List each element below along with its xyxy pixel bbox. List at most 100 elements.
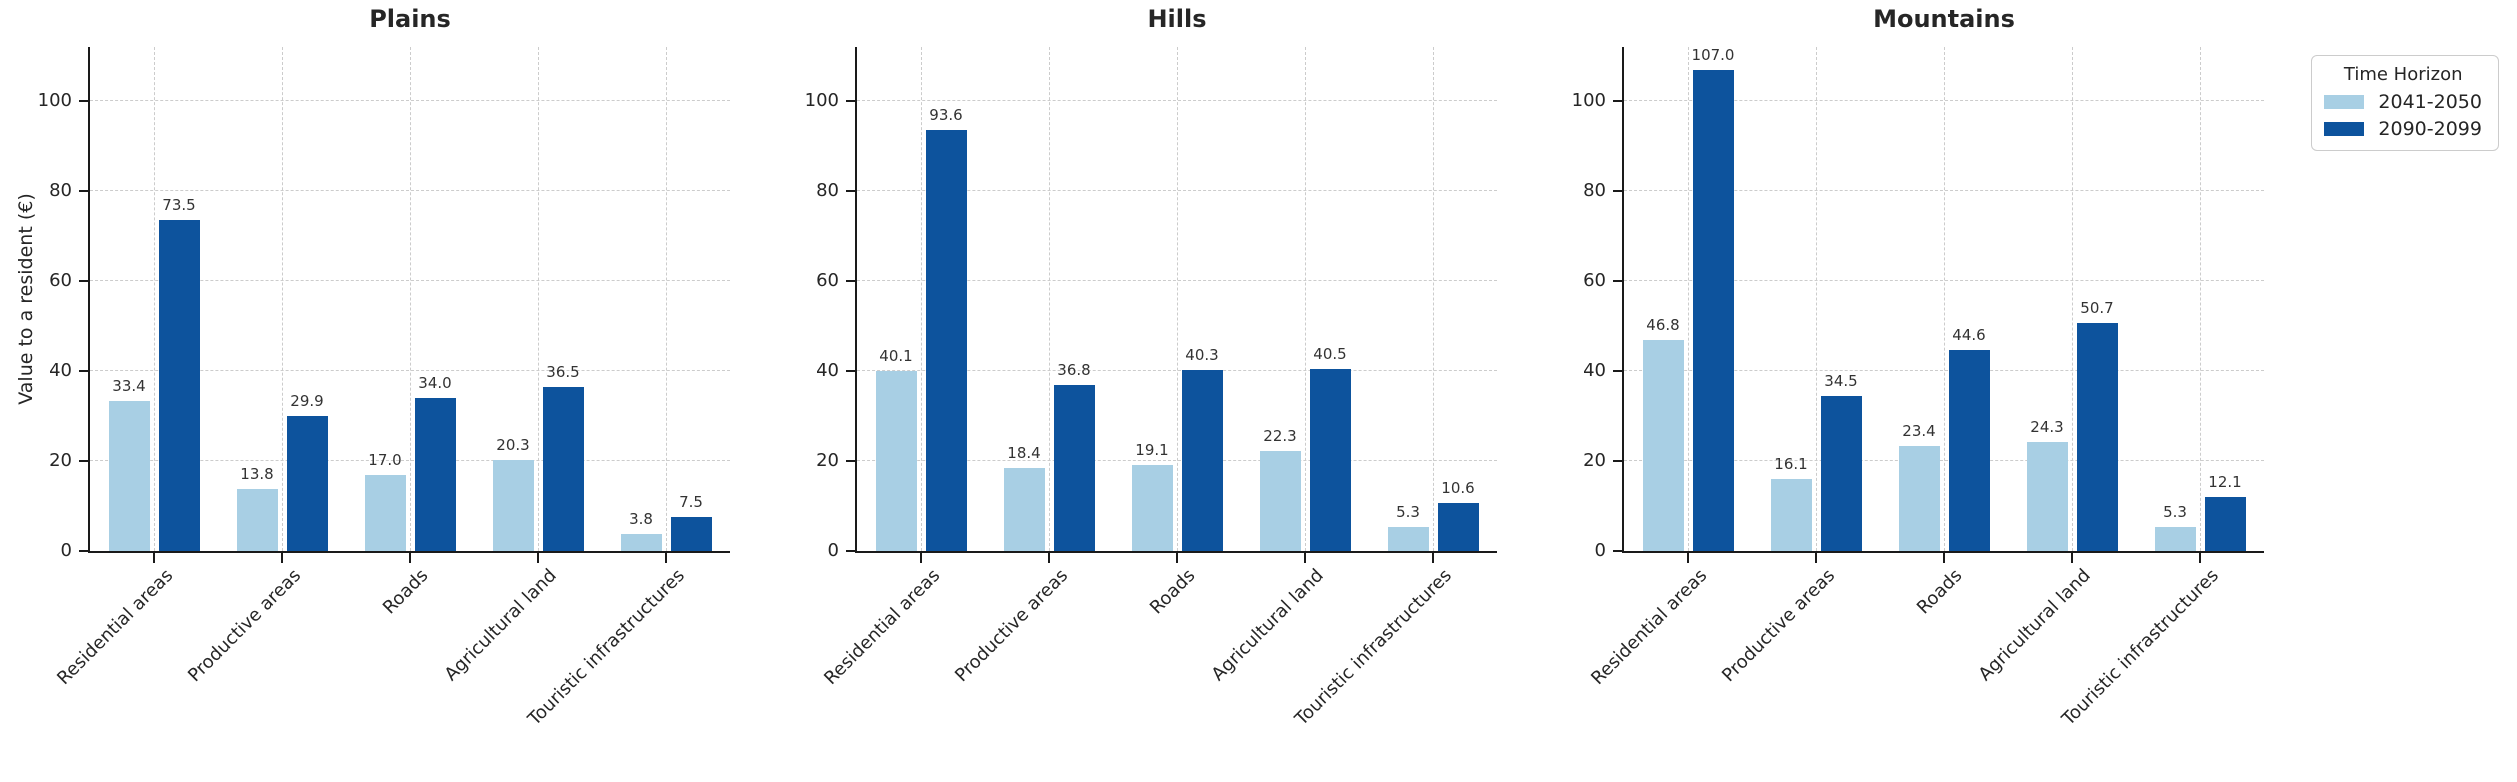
x-tick-label: Residential areas [819, 565, 944, 690]
y-tick-label: 20 [816, 450, 839, 471]
bar-value-label: 20.3 [496, 435, 530, 454]
bar-2041-2050 [1003, 468, 1045, 551]
bar-value-label: 5.3 [2163, 503, 2187, 522]
y-tick-mark [79, 460, 88, 462]
legend-title: Time Horizon [2343, 64, 2463, 85]
x-tick-mark [537, 553, 539, 563]
bar-2041-2050 [1898, 445, 1940, 551]
x-tick-label: Productive areas [1717, 565, 1839, 687]
subplot-title: Mountains [1873, 5, 2015, 33]
legend-swatch-light-icon [2324, 95, 2365, 109]
bar-2041-2050 [875, 370, 917, 551]
x-tick-mark [1176, 553, 1178, 563]
legend-entry-label: 2041-2050 [2378, 91, 2482, 113]
v-gridline [410, 47, 411, 551]
bar-value-label: 7.5 [679, 493, 703, 512]
v-gridline [2200, 47, 2201, 551]
y-tick-label: 40 [49, 360, 72, 381]
x-tick-mark [1048, 553, 1050, 563]
bar-2090-2099 [1948, 350, 1990, 551]
bar-2090-2099 [158, 220, 200, 551]
x-tick-mark [153, 553, 155, 563]
bar-value-label: 34.5 [1824, 371, 1858, 390]
bar-2041-2050 [2026, 441, 2068, 551]
bar-2041-2050 [620, 533, 662, 551]
bar-value-label: 34.0 [418, 374, 452, 392]
y-tick-label: 80 [816, 180, 839, 201]
y-tick-label: 100 [37, 90, 72, 111]
v-gridline [1688, 47, 1689, 551]
v-gridline [2072, 47, 2073, 551]
x-tick-label: Productive areas [183, 565, 305, 687]
bar-2090-2099 [286, 416, 328, 551]
bar-2090-2099 [670, 517, 712, 551]
subplot-hills: Hills 0 20 40 60 80 100 Residential areas 40.1 93… [805, 5, 1497, 730]
bar-value-label: 40.1 [879, 346, 913, 365]
x-tick-label: Agricultural land [1207, 565, 1328, 686]
x-tick-mark [920, 553, 922, 563]
x-tick-mark [1432, 553, 1434, 563]
subplot-mountains: Mountains 0 20 40 60 80 100 Residential areas 46… [1572, 5, 2264, 730]
y-tick-mark [846, 550, 855, 552]
bar-value-label: 93.6 [929, 105, 963, 124]
bar-value-label: 19.1 [1135, 441, 1169, 460]
bar-2090-2099 [2076, 322, 2118, 551]
legend-swatch-dark-icon [2324, 122, 2365, 136]
x-tick-mark [1687, 553, 1689, 563]
subplot-title: Plains [369, 5, 451, 33]
x-tick-label: Residential areas [1586, 565, 1711, 690]
x-tick-mark [665, 553, 667, 563]
x-tick-mark [1304, 553, 1306, 563]
y-tick-mark [79, 550, 88, 552]
v-gridline [1305, 47, 1306, 551]
y-tick-label: 20 [1583, 450, 1606, 471]
bar-2090-2099 [1181, 369, 1223, 551]
y-tick-mark [846, 280, 855, 282]
v-gridline [154, 47, 155, 551]
y-tick-mark [846, 100, 855, 102]
bar-2041-2050 [1642, 340, 1684, 551]
y-tick-mark [79, 190, 88, 192]
bar-2041-2050 [108, 400, 150, 551]
y-tick-label: 100 [1571, 90, 1606, 111]
bar-value-label: 36.8 [1057, 361, 1091, 380]
y-tick-mark [1613, 100, 1622, 102]
x-tick-label: Productive areas [950, 565, 1072, 687]
bar-2090-2099 [542, 386, 584, 551]
y-tick-label: 0 [827, 540, 839, 561]
v-gridline [282, 47, 283, 551]
bar-value-label: 73.5 [162, 196, 196, 215]
bar-2090-2099 [1053, 385, 1095, 551]
x-tick-label: Roads [1146, 565, 1200, 619]
bar-2041-2050 [492, 459, 534, 551]
bar-value-label: 33.4 [112, 376, 146, 395]
x-tick-label: Agricultural land [440, 565, 561, 686]
y-tick-mark [1613, 190, 1622, 192]
y-tick-label: 0 [60, 540, 72, 561]
y-tick-mark [846, 370, 855, 372]
bar-value-label: 23.4 [1902, 421, 1936, 440]
y-tick-mark [79, 280, 88, 282]
v-gridline [1433, 47, 1434, 551]
bar-2041-2050 [2154, 527, 2196, 551]
y-tick-label: 0 [1594, 540, 1606, 561]
bar-2041-2050 [364, 474, 406, 551]
y-tick-mark [1613, 280, 1622, 282]
bar-value-label: 10.6 [1441, 479, 1475, 498]
bar-value-label: 3.8 [629, 509, 653, 528]
bar-value-label: 40.5 [1313, 344, 1347, 363]
bar-2090-2099 [1309, 368, 1351, 551]
bar-value-label: 107.0 [1691, 45, 1735, 64]
v-gridline [1049, 47, 1050, 551]
bar-value-label: 16.1 [1774, 454, 1808, 473]
x-tick-label: Roads [379, 565, 433, 619]
bar-2090-2099 [1820, 395, 1862, 551]
y-tick-label: 100 [804, 90, 839, 111]
v-gridline [921, 47, 922, 551]
bar-value-label: 44.6 [1952, 326, 1986, 345]
y-tick-label: 40 [1583, 360, 1606, 381]
subplot-title: Hills [1147, 5, 1207, 33]
bar-value-label: 50.7 [2080, 298, 2114, 317]
y-tick-label: 80 [49, 180, 72, 201]
